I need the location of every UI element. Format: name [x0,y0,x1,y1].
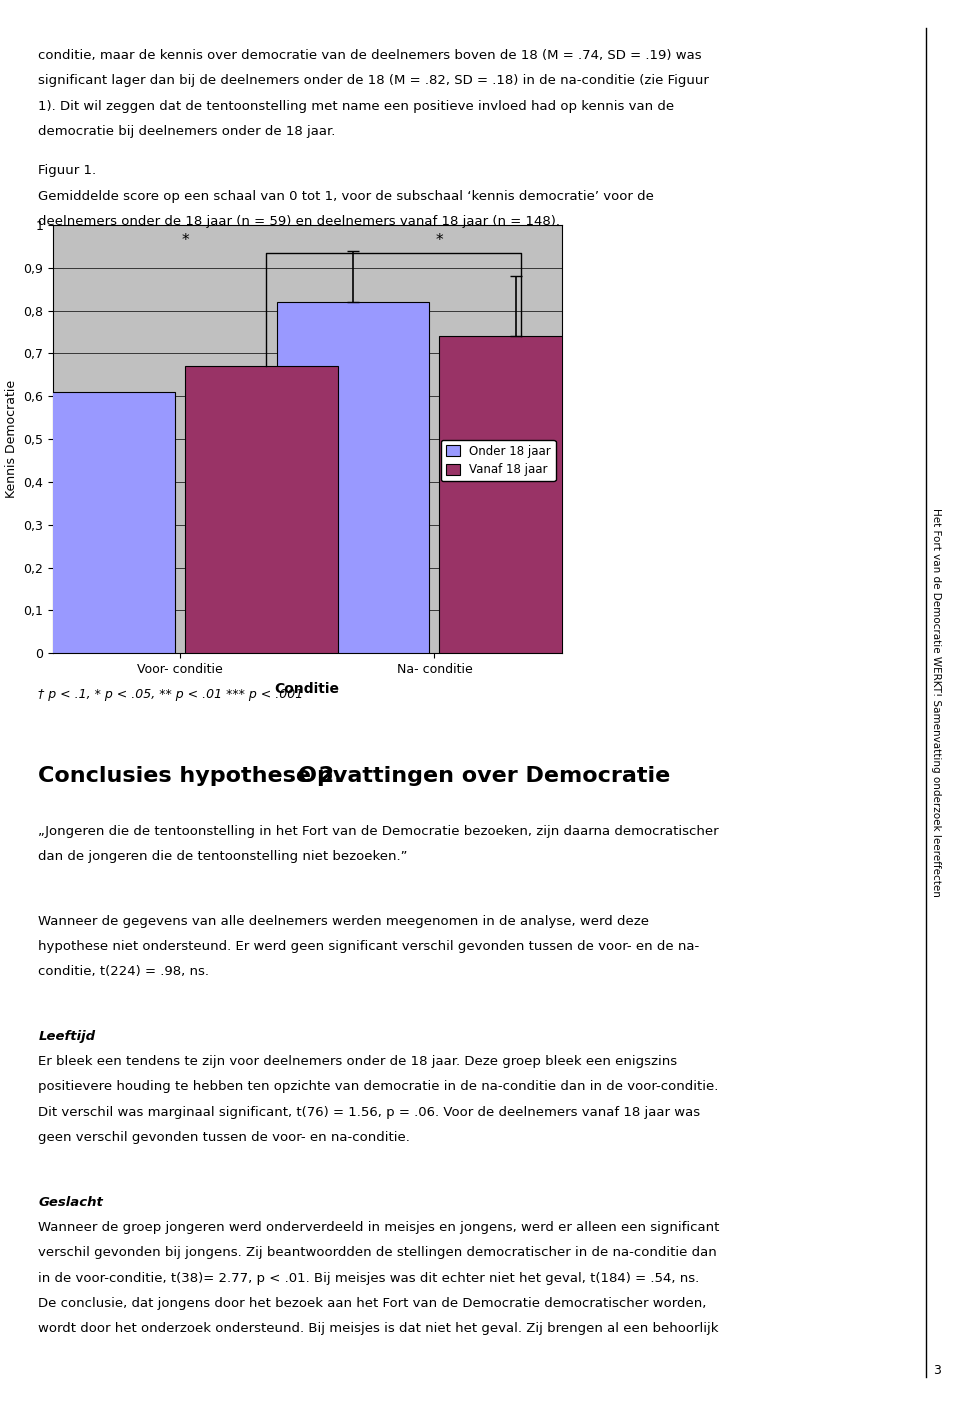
Text: hypothese niet ondersteund. Er werd geen significant verschil gevonden tussen de: hypothese niet ondersteund. Er werd geen… [38,940,700,953]
Text: Wanneer de gegevens van alle deelnemers werden meegenomen in de analyse, werd de: Wanneer de gegevens van alle deelnemers … [38,915,649,927]
Text: Het Fort van de Democratie WERKT! Samenvatting onderzoek leereffecten: Het Fort van de Democratie WERKT! Samenv… [931,509,941,896]
Text: conditie, t(224) = .98, ns.: conditie, t(224) = .98, ns. [38,965,209,978]
Bar [440,336,592,653]
Legend: Onder 18 jaar, Vanaf 18 jaar: Onder 18 jaar, Vanaf 18 jaar [441,440,556,481]
Text: positievere houding te hebben ten opzichte van democratie in de na-conditie dan : positievere houding te hebben ten opzich… [38,1080,719,1093]
Bar [22,392,175,653]
Text: Leeftijd: Leeftijd [38,1030,96,1043]
Text: dan de jongeren die de tentoonstelling niet bezoeken.”: dan de jongeren die de tentoonstelling n… [38,850,408,863]
Text: democratie bij deelnemers onder de 18 jaar.: democratie bij deelnemers onder de 18 ja… [38,125,336,138]
Text: *: * [181,233,189,249]
Text: 3: 3 [933,1364,941,1377]
Text: Figuur 1.: Figuur 1. [38,164,97,177]
Text: 1). Dit wil zeggen dat de tentoonstelling met name een positieve invloed had op : 1). Dit wil zeggen dat de tentoonstellin… [38,100,675,112]
Text: verschil gevonden bij jongens. Zij beantwoordden de stellingen democratischer in: verschil gevonden bij jongens. Zij beant… [38,1246,717,1259]
Text: geen verschil gevonden tussen de voor- en na-conditie.: geen verschil gevonden tussen de voor- e… [38,1131,410,1144]
Text: significant lager dan bij de deelnemers onder de 18 (M = .82, SD = .18) in de na: significant lager dan bij de deelnemers … [38,74,709,87]
Bar [276,302,429,653]
Text: in de voor-conditie, t(38)= 2.77, p < .01. Bij meisjes was dit echter niet het g: in de voor-conditie, t(38)= 2.77, p < .0… [38,1272,700,1284]
Text: Wanneer de groep jongeren werd onderverdeeld in meisjes en jongens, werd er alle: Wanneer de groep jongeren werd onderverd… [38,1221,720,1234]
Text: wordt door het onderzoek ondersteund. Bij meisjes is dat niet het geval. Zij bre: wordt door het onderzoek ondersteund. Bi… [38,1322,719,1335]
Bar [185,367,338,653]
Text: Opvattingen over Democratie: Opvattingen over Democratie [298,766,670,785]
Text: Geslacht: Geslacht [38,1196,104,1208]
Y-axis label: Kennis Democratie: Kennis Democratie [5,379,17,499]
Text: conditie, maar de kennis over democratie van de deelnemers boven de 18 (M = .74,: conditie, maar de kennis over democratie… [38,49,702,62]
Text: Dit verschil was marginaal significant, t(76) = 1.56, p = .06. Voor de deelnemer: Dit verschil was marginaal significant, … [38,1106,701,1118]
X-axis label: Conditie: Conditie [275,681,340,695]
Text: deelnemers onder de 18 jaar (n = 59) en deelnemers vanaf 18 jaar (n = 148).: deelnemers onder de 18 jaar (n = 59) en … [38,215,561,228]
Text: De conclusie, dat jongens door het bezoek aan het Fort van de Democratie democra: De conclusie, dat jongens door het bezoe… [38,1297,707,1309]
Text: Conclusies hypothese 2.: Conclusies hypothese 2. [38,766,343,785]
Text: † p < .1, * p < .05, ** p < .01 *** p < .001: † p < .1, * p < .05, ** p < .01 *** p < … [38,688,303,701]
Text: „Jongeren die de tentoonstelling in het Fort van de Democratie bezoeken, zijn da: „Jongeren die de tentoonstelling in het … [38,825,719,837]
Text: Er bleek een tendens te zijn voor deelnemers onder de 18 jaar. Deze groep bleek : Er bleek een tendens te zijn voor deelne… [38,1055,678,1068]
Text: Gemiddelde score op een schaal van 0 tot 1, voor de subschaal ‘kennis democratie: Gemiddelde score op een schaal van 0 tot… [38,190,655,202]
Text: *: * [436,233,444,249]
